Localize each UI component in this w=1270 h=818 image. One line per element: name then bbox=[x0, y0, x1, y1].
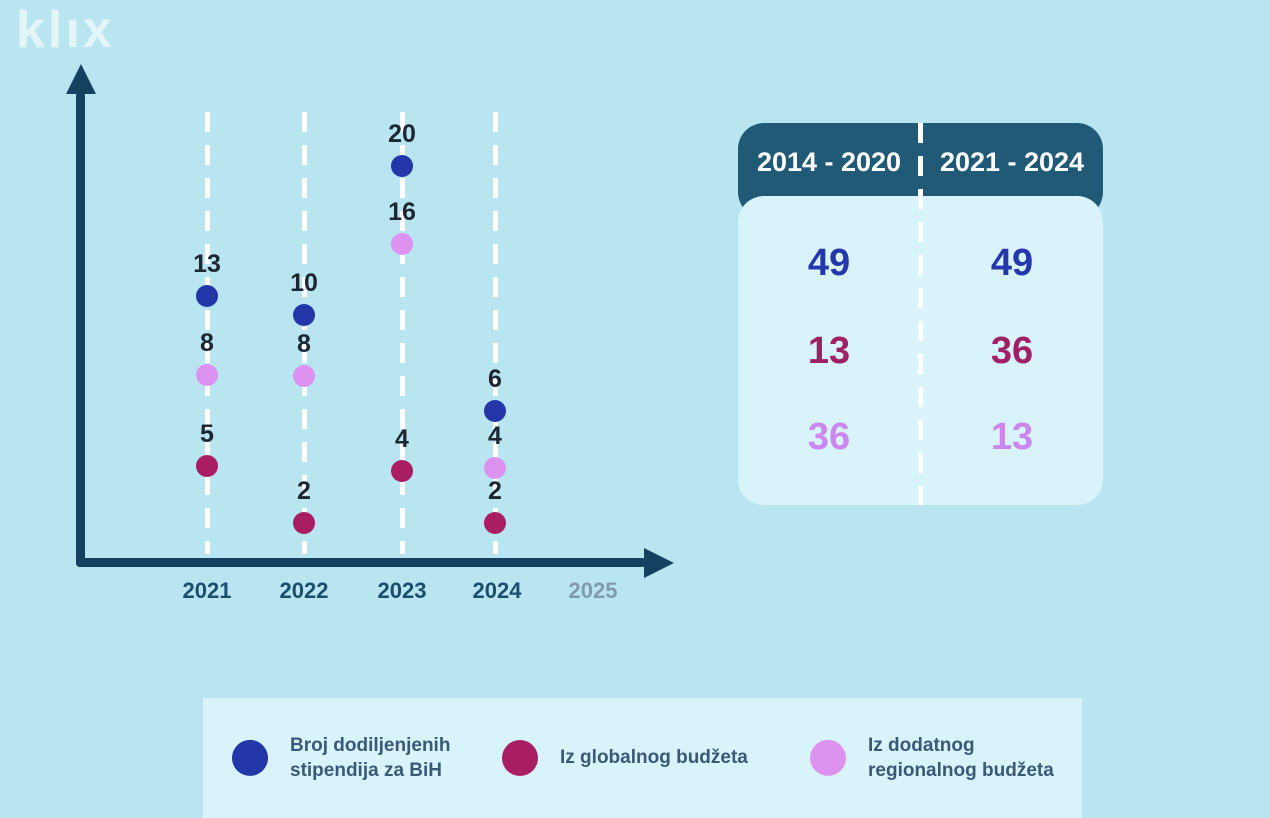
data-point-label: 5 bbox=[200, 420, 214, 448]
x-axis-arrow-icon bbox=[644, 548, 674, 578]
global-budget-dot-icon bbox=[484, 512, 506, 534]
data-point-label: 8 bbox=[200, 329, 214, 357]
scholarships-dot-icon bbox=[484, 400, 506, 422]
table-cell: 49 bbox=[807, 242, 851, 284]
regional-budget-dot-icon bbox=[293, 365, 315, 387]
data-point-label: 4 bbox=[488, 422, 502, 450]
scholarships-dot-icon bbox=[196, 285, 218, 307]
legend-label-line: Iz globalnog budžeta bbox=[560, 747, 748, 769]
data-point-label: 16 bbox=[388, 198, 416, 226]
legend-panel: Broj dodiljenjenih stipendija za BiH Iz … bbox=[203, 698, 1082, 818]
legend-label-line: Iz dodatnog bbox=[868, 734, 975, 756]
data-point-label: 10 bbox=[290, 269, 318, 297]
regional-budget-dot-icon bbox=[484, 457, 506, 479]
regional-budget-dot-icon bbox=[810, 740, 846, 776]
data-point-label: 20 bbox=[388, 120, 416, 148]
scholarships-dot-icon bbox=[293, 304, 315, 326]
table-cell: 49 bbox=[990, 242, 1034, 284]
data-point-label: 2 bbox=[297, 477, 311, 505]
legend-label: Iz dodatnog regionalnog budžeta bbox=[868, 733, 1054, 783]
data-point-label: 13 bbox=[193, 250, 221, 278]
regional-budget-dot-icon bbox=[196, 364, 218, 386]
table-cell: 13 bbox=[990, 416, 1034, 458]
regional-budget-dot-icon bbox=[391, 233, 413, 255]
table-cell: 13 bbox=[807, 330, 851, 372]
table-cell: 36 bbox=[990, 330, 1034, 372]
gridline-2022 bbox=[302, 112, 307, 554]
x-tick-2023: 2023 bbox=[377, 578, 427, 603]
gridline-2024 bbox=[493, 112, 498, 554]
scholarships-dot-icon bbox=[391, 155, 413, 177]
gridline-2023 bbox=[400, 112, 405, 554]
legend-label-line: Broj dodiljenjenih bbox=[290, 734, 451, 756]
data-point-label: 6 bbox=[488, 365, 502, 393]
legend-item-global-budget: Iz globalnog budžeta bbox=[502, 740, 748, 776]
legend-label-line: stipendija za BiH bbox=[290, 760, 443, 781]
x-tick-2021: 2021 bbox=[182, 578, 232, 603]
scholarships-dot-icon bbox=[232, 740, 268, 776]
y-axis-arrow-icon bbox=[66, 64, 96, 94]
column-header-2021-2024: 2021 - 2024 bbox=[939, 147, 1085, 177]
x-axis-line bbox=[76, 558, 646, 567]
legend-item-scholarships: Broj dodiljenjenih stipendija za BiH bbox=[232, 733, 450, 783]
x-tick-2024: 2024 bbox=[472, 578, 522, 603]
x-tick-2022: 2022 bbox=[279, 578, 329, 603]
table-cell: 36 bbox=[807, 416, 851, 458]
legend-item-regional-budget: Iz dodatnog regionalnog budžeta bbox=[810, 733, 1054, 783]
legend-label-line: regionalnog budžeta bbox=[868, 760, 1054, 781]
summary-card-divider bbox=[918, 123, 923, 505]
global-budget-dot-icon bbox=[502, 740, 538, 776]
x-tick-2025: 2025 bbox=[568, 578, 618, 603]
data-point-label: 2 bbox=[488, 477, 502, 505]
data-point-label: 8 bbox=[297, 330, 311, 358]
legend-label: Iz globalnog budžeta bbox=[560, 745, 748, 770]
global-budget-dot-icon bbox=[196, 455, 218, 477]
data-point-label: 4 bbox=[395, 425, 409, 453]
global-budget-dot-icon bbox=[293, 512, 315, 534]
klix-logo: klıx bbox=[16, 1, 115, 59]
legend-label: Broj dodiljenjenih stipendija za BiH bbox=[290, 733, 450, 783]
gridline-2021 bbox=[205, 112, 210, 554]
global-budget-dot-icon bbox=[391, 460, 413, 482]
column-header-2014-2020: 2014 - 2020 bbox=[756, 147, 902, 177]
y-axis-line bbox=[76, 92, 85, 567]
